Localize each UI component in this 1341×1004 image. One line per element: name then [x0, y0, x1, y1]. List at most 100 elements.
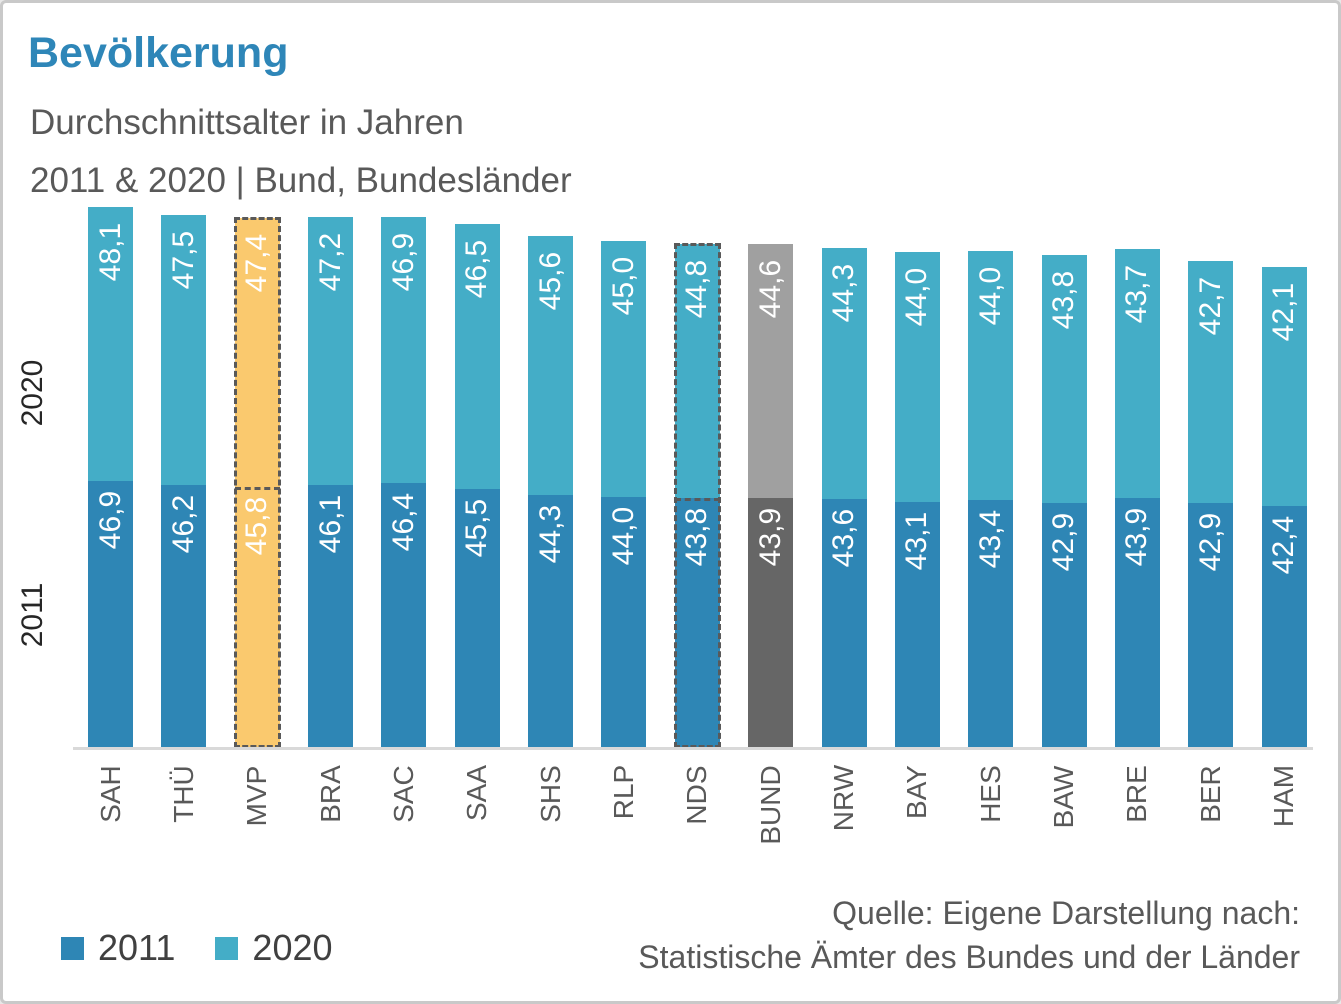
category-label-THÜ: THÜ	[167, 765, 199, 823]
category-label-BUND: BUND	[754, 764, 786, 845]
segment-2020-HAM	[1261, 267, 1307, 507]
segment-2011-NRW	[821, 499, 867, 747]
category-label-NDS: NDS	[681, 764, 713, 825]
segment-2011-BRE	[1114, 497, 1160, 747]
source-line2: Statistische Ämter des Bundes und der Lä…	[638, 939, 1300, 975]
value-label-2020-BRE: 43,7	[1120, 265, 1154, 324]
segment-2020-BER	[1188, 260, 1234, 504]
category-label-SAA: SAA	[461, 764, 493, 822]
value-label-2011-BAY: 43,1	[900, 511, 934, 571]
segment-2011-SAC	[381, 483, 427, 747]
value-label-2011-HES: 43,4	[973, 510, 1007, 569]
category-label-RLP: RLP	[607, 764, 639, 820]
segment-2011-MVP	[234, 486, 280, 747]
category-label-MVP: MVP	[241, 765, 273, 826]
segment-2011-SAH	[88, 480, 133, 747]
segment-2020-HES	[968, 250, 1014, 501]
category-label-BAY: BAY	[901, 765, 933, 819]
value-label-2020-SHS: 45,6	[533, 252, 567, 311]
segment-2011-THÜ	[161, 484, 207, 747]
segment-2020-NDS	[674, 243, 720, 499]
segment-2020-SHS	[528, 236, 574, 496]
segment-2011-NDS	[674, 498, 720, 747]
value-label-2011-NDS: 43,8	[680, 508, 714, 567]
x-axis-line	[73, 747, 1313, 750]
legend-swatch-2011	[61, 936, 84, 960]
segment-2020-SAH	[88, 207, 133, 481]
value-label-2020-HAM: 42,1	[1267, 282, 1301, 342]
category-label-BER: BER	[1194, 765, 1226, 823]
chart-subtitle-line1: Durchschnittsalter in Jahren	[30, 103, 464, 142]
bar-SHS	[528, 236, 574, 747]
segment-2011-SAA	[454, 488, 500, 747]
value-label-2020-MVP: 47,4	[240, 233, 274, 292]
category-label-BRE: BRE	[1121, 765, 1153, 823]
segment-2020-BAW	[1041, 254, 1087, 504]
value-label-2020-SAH: 48,1	[93, 223, 127, 282]
segment-2020-SAA	[454, 224, 500, 489]
category-label-HES: HES	[974, 765, 1006, 823]
bar-HES	[968, 250, 1014, 747]
category-label-BRA: BRA	[314, 765, 346, 823]
value-label-2011-RLP: 44,0	[606, 506, 640, 566]
value-label-2020-THÜ: 47,5	[166, 230, 200, 289]
value-label-2020-RLP: 45,0	[606, 257, 640, 316]
value-label-2011-BER: 42,9	[1193, 513, 1227, 572]
value-label-2011-SHS: 44,3	[533, 505, 567, 564]
segment-2020-THÜ	[161, 214, 207, 485]
bar-NRW	[821, 247, 867, 747]
value-label-2011-BAW: 42,9	[1047, 513, 1081, 572]
bar-MVP	[233, 216, 281, 748]
segment-2020-BUND	[748, 244, 794, 498]
segment-2020-BRE	[1114, 249, 1160, 498]
category-label-BAW: BAW	[1048, 765, 1080, 828]
legend-label-2011: 2011	[98, 927, 176, 968]
segment-2011-RLP	[601, 497, 647, 747]
value-label-2011-BRE: 43,9	[1120, 507, 1154, 566]
segment-2011-BAW	[1041, 503, 1087, 747]
bar-BAW	[1041, 254, 1087, 747]
segment-2011-BAY	[894, 502, 940, 747]
value-label-2011-SAA: 45,5	[460, 498, 494, 557]
bar-BUND	[748, 244, 794, 747]
category-label-HAM: HAM	[1268, 764, 1300, 828]
segment-2020-SAC	[381, 217, 427, 484]
category-label-NRW: NRW	[828, 764, 859, 832]
source-note: Quelle: Eigene Darstellung nach: Statist…	[540, 891, 1300, 979]
segment-2011-HES	[968, 500, 1014, 747]
y-section-label-2011: 2011	[16, 582, 49, 648]
segment-2020-MVP	[234, 217, 280, 487]
value-label-2020-BAW: 43,8	[1047, 270, 1081, 329]
bar-NDS	[673, 242, 721, 748]
value-label-2020-SAC: 46,9	[386, 232, 420, 292]
value-label-2011-NRW: 43,6	[827, 509, 860, 568]
chart-subtitle-line2: 2011 & 2020 | Bund, Bundesländer	[30, 161, 572, 200]
value-label-2011-MVP: 45,8	[240, 496, 274, 556]
value-label-2020-HES: 44,0	[973, 266, 1007, 325]
value-label-2011-SAH: 46,9	[93, 490, 127, 549]
segment-2011-SHS	[528, 495, 574, 747]
value-label-2020-SAA: 46,5	[460, 240, 494, 299]
segment-2011-HAM	[1261, 506, 1307, 747]
bar-BER	[1188, 260, 1234, 747]
value-label-2020-BUND: 44,6	[753, 260, 787, 319]
value-label-2020-BRA: 47,2	[313, 232, 347, 292]
legend: 2011 2020	[61, 927, 373, 969]
category-label-SAH: SAH	[94, 765, 126, 823]
value-label-2011-HAM: 42,4	[1267, 515, 1301, 575]
bar-SAC	[381, 217, 427, 747]
bar-BRA	[308, 217, 354, 747]
bar-SAA	[454, 224, 500, 747]
segment-2011-BRA	[308, 485, 354, 747]
value-label-2011-BUND: 43,9	[753, 507, 787, 566]
bar-BRE	[1114, 249, 1160, 747]
value-label-2011-BRA: 46,1	[313, 494, 347, 554]
value-label-2011-SAC: 46,4	[386, 493, 420, 552]
y-section-label-2020: 2020	[16, 359, 49, 427]
value-label-2020-NRW: 44,3	[827, 263, 860, 322]
segment-2020-RLP	[601, 241, 647, 498]
bar-RLP	[601, 241, 647, 747]
category-label-SHS: SHS	[534, 765, 566, 823]
value-label-2011-THÜ: 46,2	[166, 494, 200, 553]
bar-HAM	[1261, 267, 1307, 747]
